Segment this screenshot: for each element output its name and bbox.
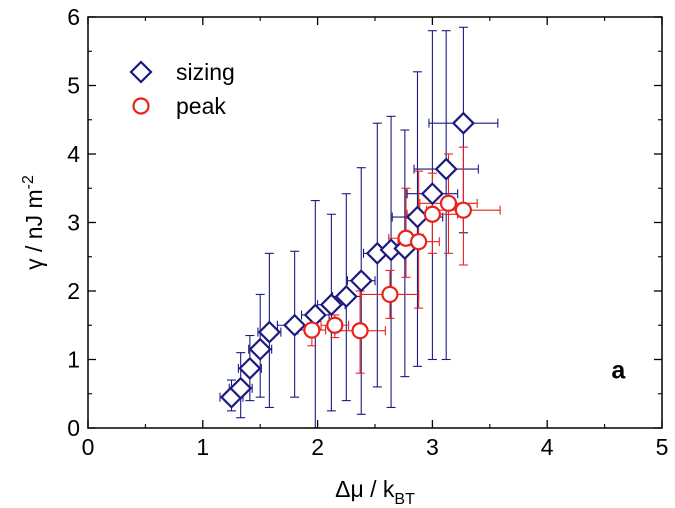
sizing-point bbox=[434, 157, 458, 181]
y-tick-label: 5 bbox=[67, 73, 80, 99]
axis-title-part: -2 bbox=[20, 175, 37, 189]
sizing-point bbox=[349, 269, 373, 293]
markers-layer bbox=[219, 111, 475, 409]
ticks-layer: 0 1 2 3 4 5 0 1 2 3 4 5 6 bbox=[67, 4, 668, 460]
x-tick-label: 5 bbox=[656, 434, 669, 460]
y-tick-label: 4 bbox=[67, 141, 80, 167]
sizing-point bbox=[283, 313, 307, 337]
peak-point bbox=[303, 321, 321, 339]
sizing-point bbox=[420, 182, 444, 206]
y-tick-label: 0 bbox=[67, 415, 80, 441]
peak-point bbox=[439, 194, 458, 212]
axis-title-part: γ / nJ m bbox=[21, 189, 47, 270]
sizing-point bbox=[248, 337, 272, 361]
y-tick-label: 6 bbox=[67, 4, 80, 30]
x-tick-label: 0 bbox=[82, 434, 95, 460]
panel-label: a bbox=[611, 357, 626, 385]
peak-point bbox=[351, 322, 369, 340]
x-tick-label: 3 bbox=[426, 434, 439, 460]
peak-point bbox=[454, 201, 472, 219]
peak-point bbox=[381, 285, 399, 304]
legend-label-peak: peak bbox=[176, 93, 226, 119]
x-axis-title: Δμ / kBT bbox=[335, 476, 415, 508]
sizing-point bbox=[229, 376, 253, 400]
sizing-point bbox=[319, 293, 343, 317]
y-tick-label: 2 bbox=[67, 278, 80, 304]
y-tick-label: 1 bbox=[67, 347, 80, 373]
legend: sizing peak bbox=[129, 59, 235, 119]
legend-marker-sizing bbox=[129, 60, 153, 84]
peak-point bbox=[423, 205, 441, 223]
sizing-point bbox=[334, 284, 358, 309]
legend-label-sizing: sizing bbox=[176, 59, 235, 85]
legend-marker-peak bbox=[132, 97, 150, 115]
sizing-point bbox=[257, 320, 281, 344]
sizing-point bbox=[303, 303, 327, 327]
y-axis-title: γ / nJ m-2 bbox=[20, 175, 47, 270]
y-tick-label: 3 bbox=[67, 210, 80, 236]
peak-point bbox=[410, 233, 428, 251]
x-tick-label: 2 bbox=[311, 434, 324, 460]
axis-title-part: Δμ / k bbox=[335, 476, 395, 502]
sizing-point bbox=[238, 356, 262, 380]
x-tick-label: 1 bbox=[196, 434, 209, 460]
axis-title-part: BT bbox=[394, 491, 415, 508]
x-tick-label: 4 bbox=[541, 434, 554, 460]
error-bars-layer bbox=[219, 26, 501, 429]
plot-frame bbox=[87, 16, 663, 429]
sizing-point bbox=[451, 111, 475, 135]
peak-point bbox=[326, 316, 344, 334]
